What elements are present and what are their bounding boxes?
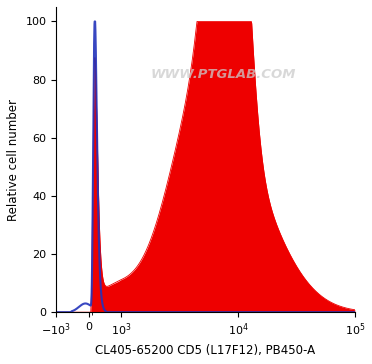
X-axis label: CL405-65200 CD5 (L17F12), PB450-A: CL405-65200 CD5 (L17F12), PB450-A bbox=[96, 344, 315, 357]
Text: WWW.PTGLAB.COM: WWW.PTGLAB.COM bbox=[151, 68, 296, 80]
Y-axis label: Relative cell number: Relative cell number bbox=[7, 99, 20, 221]
